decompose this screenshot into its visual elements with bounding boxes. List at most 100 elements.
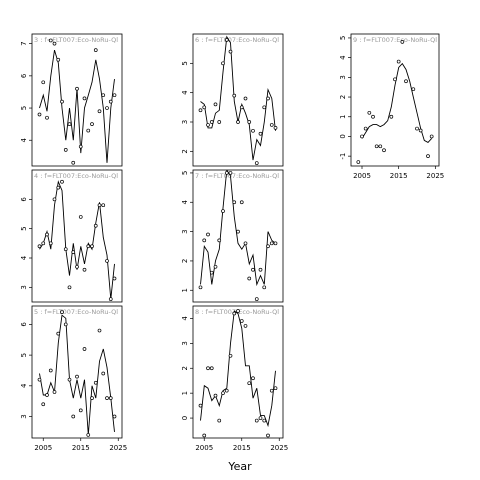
data-point	[228, 49, 233, 54]
data-point	[67, 122, 72, 126]
data-point	[269, 241, 274, 246]
data-point	[86, 433, 91, 437]
data-point	[82, 267, 87, 272]
y-tick-label: 3	[181, 120, 189, 124]
x-tick-label: 2015	[72, 444, 90, 452]
data-point	[78, 408, 83, 413]
data-point	[75, 86, 79, 91]
x-tick-label: 2025	[109, 444, 127, 452]
data-point	[239, 105, 244, 110]
y-tick-label: 5	[181, 171, 189, 175]
x-tick-label: 2005	[195, 444, 213, 452]
data-point	[411, 87, 416, 92]
data-point	[243, 324, 248, 328]
data-point	[426, 154, 430, 158]
data-point	[206, 232, 210, 237]
data-point	[228, 171, 233, 175]
data-point	[254, 418, 259, 423]
y-tick-label: 6	[20, 322, 28, 327]
y-tick-label: 0	[181, 416, 189, 420]
data-point	[262, 418, 267, 423]
data-point	[217, 418, 222, 423]
data-point	[90, 122, 94, 126]
data-point	[90, 396, 94, 400]
y-tick-label: 4	[181, 200, 189, 205]
data-point	[221, 209, 225, 213]
data-point	[37, 377, 42, 382]
data-point	[56, 331, 61, 336]
data-point	[266, 433, 270, 438]
data-point	[254, 161, 259, 165]
data-point	[67, 285, 72, 290]
series-line	[200, 310, 276, 428]
data-point	[45, 393, 49, 397]
data-point	[371, 114, 375, 119]
data-point	[221, 391, 225, 396]
panel-data	[356, 40, 434, 164]
data-point	[360, 134, 364, 139]
data-point	[367, 110, 372, 115]
data-point	[60, 99, 64, 104]
data-point	[374, 144, 379, 149]
y-tick-label: 0	[339, 134, 347, 138]
data-point	[41, 80, 46, 85]
data-point	[213, 102, 218, 107]
panel-title: 7 : f=FLT007:Eco-NoRu-Ql	[195, 172, 279, 180]
panel-frame	[350, 33, 440, 167]
x-axis-label: Year	[227, 460, 252, 473]
data-point	[101, 203, 106, 208]
y-tick-label: 6	[20, 73, 28, 78]
data-point	[400, 40, 405, 44]
panel-data	[198, 309, 278, 438]
y-tick-label: 4	[20, 383, 28, 388]
y-tick-label: 1	[339, 115, 347, 119]
data-point	[209, 366, 214, 371]
data-point	[356, 160, 361, 164]
panels-group: 3 : f=FLT007:Eco-NoRu-Ql 4 5 6 7 6 : f=FLT007…	[20, 33, 444, 452]
data-point	[429, 134, 434, 139]
y-tick-label: 5	[181, 61, 189, 65]
data-point	[75, 264, 79, 269]
data-point	[105, 396, 109, 400]
y-tick-label: 4	[181, 316, 189, 321]
data-point	[236, 309, 240, 313]
y-tick-label: 5	[339, 36, 347, 40]
data-point	[239, 200, 244, 205]
panel-frame	[192, 33, 284, 167]
data-point	[262, 285, 267, 290]
data-point	[209, 120, 214, 124]
y-tick-label: 2	[181, 366, 189, 370]
panel-1: 3 : f=FLT007:Eco-NoRu-Ql 4 5 6 7	[20, 33, 123, 167]
data-point	[63, 322, 68, 327]
x-tick-label: 2015	[233, 444, 251, 452]
data-point	[52, 197, 57, 202]
data-point	[247, 381, 252, 386]
x-tick-label: 2015	[390, 172, 408, 180]
panel-frame	[31, 169, 123, 303]
panel-title: 9 : f=FLT007:Eco-NoRu-Ql	[353, 36, 437, 44]
data-point	[378, 144, 383, 149]
data-point	[213, 393, 218, 398]
data-point	[239, 319, 244, 323]
x-tick-label: 2025	[426, 172, 444, 180]
data-point	[232, 200, 237, 205]
data-point	[269, 123, 274, 127]
data-point	[224, 38, 229, 42]
y-tick-label: 1	[181, 391, 189, 395]
data-point	[52, 390, 57, 394]
data-point	[396, 59, 401, 64]
data-point	[60, 179, 64, 184]
data-point	[389, 114, 394, 119]
panel-2: 6 : f=FLT007:Eco-NoRu-Ql 2 3 4 5	[181, 33, 284, 167]
series-line	[39, 314, 115, 435]
panel-title: 4 : f=FLT007:Eco-NoRu-Ql	[34, 172, 118, 180]
data-point	[418, 128, 423, 133]
data-point	[48, 241, 53, 246]
panel-title: 6 : f=FLT007:Eco-NoRu-Ql	[195, 36, 279, 44]
data-point	[56, 185, 61, 190]
data-point	[393, 77, 397, 82]
data-point	[236, 229, 240, 234]
y-tick-label: 3	[20, 414, 28, 418]
panel-3: 9 : f=FLT007:Eco-NoRu-Ql -1 0 1 2 3 4 5 2005 2015…	[339, 33, 444, 180]
